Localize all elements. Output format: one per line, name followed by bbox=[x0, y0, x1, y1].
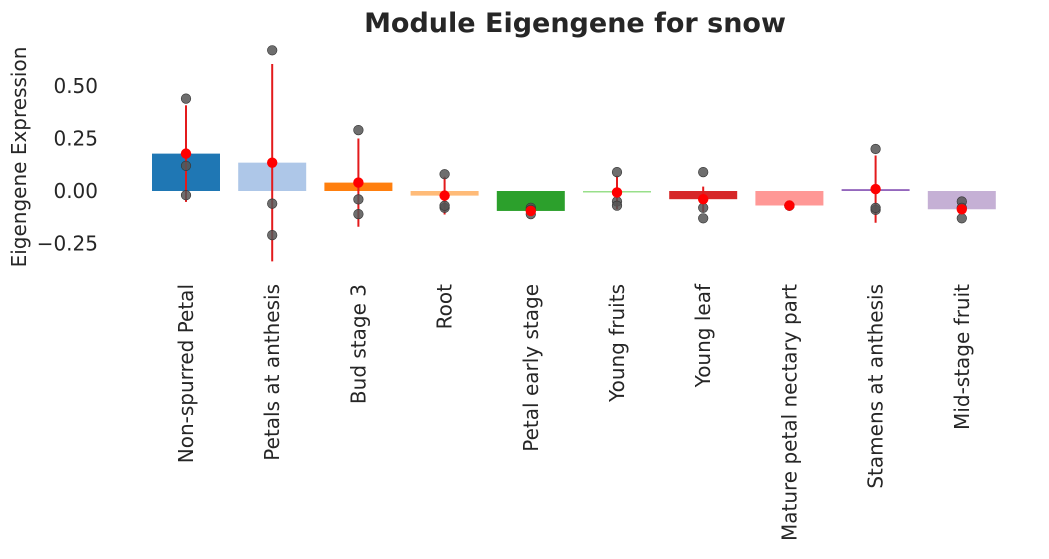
y-axis-label: Eigengene Expression bbox=[7, 47, 31, 268]
x-tick-label: Petal early stage bbox=[519, 284, 543, 452]
x-tick-label: Mature petal nectary part bbox=[777, 284, 801, 541]
data-point bbox=[698, 202, 709, 213]
data-point bbox=[698, 213, 709, 224]
bar bbox=[755, 191, 824, 206]
data-point bbox=[267, 45, 278, 56]
chart-title: Module Eigengene for snow bbox=[364, 8, 786, 39]
x-tick-label: Petals at anthesis bbox=[260, 284, 284, 461]
data-point bbox=[870, 202, 881, 213]
x-tick-label: Root bbox=[433, 284, 457, 329]
mean-marker bbox=[611, 187, 623, 198]
x-tick-label: Bud stage 3 bbox=[346, 284, 370, 404]
x-tick-label: Non-spurred Petal bbox=[174, 284, 198, 463]
mean-marker bbox=[267, 157, 278, 168]
y-tick-label: −0.25 bbox=[37, 232, 98, 256]
x-tick-label: Young fruits bbox=[605, 284, 629, 403]
mean-markers bbox=[180, 148, 967, 217]
mean-marker bbox=[353, 177, 364, 188]
data-point bbox=[956, 213, 967, 224]
y-tick-label: 0.25 bbox=[53, 127, 98, 151]
x-tick-label: Young leaf bbox=[691, 283, 715, 388]
sample-points bbox=[180, 45, 967, 241]
data-point bbox=[267, 230, 278, 241]
data-point bbox=[180, 160, 192, 171]
mean-marker bbox=[870, 183, 881, 195]
data-point bbox=[439, 169, 450, 180]
data-point bbox=[611, 200, 623, 211]
data-point bbox=[611, 167, 623, 178]
mean-marker bbox=[525, 205, 536, 217]
x-tick-label: Mid-stage fruit bbox=[950, 284, 974, 430]
data-point bbox=[353, 194, 364, 205]
x-tick-label: Stamens at anthesis bbox=[864, 284, 888, 489]
y-axis-ticks: 0.50 0.25 0.00 −0.25 bbox=[37, 74, 98, 256]
data-point bbox=[180, 93, 192, 104]
data-point bbox=[267, 198, 278, 209]
data-point bbox=[180, 190, 192, 201]
bars bbox=[152, 153, 996, 211]
mean-marker bbox=[180, 148, 192, 159]
data-point bbox=[870, 143, 881, 155]
x-axis-categories: Non-spurred Petal Petals at anthesis Bud s… bbox=[174, 283, 974, 541]
data-point bbox=[439, 200, 450, 211]
mean-marker bbox=[439, 190, 450, 201]
y-tick-label: 0.00 bbox=[53, 179, 98, 203]
y-tick-label: 0.50 bbox=[53, 74, 98, 98]
bar bbox=[496, 191, 565, 211]
mean-marker bbox=[956, 204, 967, 215]
data-point bbox=[353, 209, 364, 220]
mean-marker bbox=[698, 193, 709, 205]
data-point bbox=[698, 167, 709, 178]
data-point bbox=[353, 125, 364, 136]
mean-marker bbox=[784, 200, 795, 211]
